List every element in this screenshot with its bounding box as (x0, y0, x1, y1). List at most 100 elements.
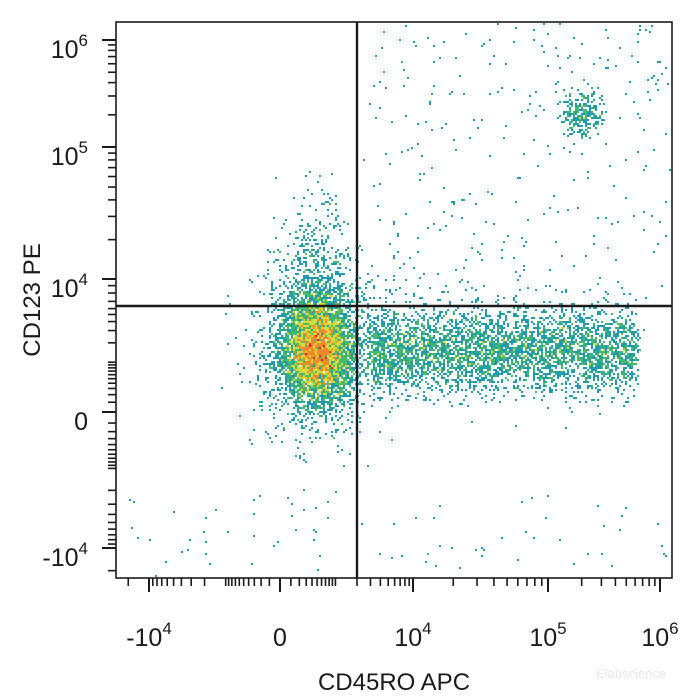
event-dot (561, 357, 563, 359)
event-dot (555, 343, 557, 345)
event-dot (511, 355, 513, 357)
event-dot (547, 361, 549, 363)
event-dot (415, 375, 417, 377)
event-dot (497, 351, 499, 353)
event-dot (339, 391, 341, 393)
event-dot (343, 465, 345, 467)
event-dot (615, 353, 617, 355)
event-dot (395, 355, 397, 357)
event-dot (425, 363, 427, 365)
event-dot (303, 335, 305, 337)
event-dot (571, 335, 573, 337)
event-dot (499, 327, 501, 329)
event-dot (525, 367, 527, 369)
event-dot (461, 403, 463, 405)
event-dot (315, 349, 317, 351)
event-dot (609, 347, 611, 349)
event-dot (329, 387, 331, 389)
event-dot (313, 283, 315, 285)
event-dot (309, 301, 311, 303)
event-dot (521, 353, 523, 355)
event-dot (307, 353, 309, 355)
event-dot (487, 379, 489, 381)
event-dot (573, 335, 575, 337)
event-dot (341, 415, 343, 417)
event-dot (413, 357, 415, 359)
event-dot (311, 299, 313, 301)
event-dot (333, 359, 335, 361)
event-dot (375, 351, 377, 353)
event-dot (425, 303, 427, 305)
event-dot (341, 317, 343, 319)
event-dot (379, 357, 381, 359)
event-dot (523, 337, 525, 339)
event-dot (345, 393, 347, 395)
event-dot (471, 363, 473, 365)
event-dot (325, 351, 327, 353)
event-dot (625, 361, 627, 363)
event-dot (343, 339, 345, 341)
event-dot (311, 375, 313, 377)
event-dot (411, 351, 413, 353)
event-dot (571, 339, 573, 341)
event-dot (601, 309, 603, 311)
event-dot (571, 349, 573, 351)
event-dot (343, 319, 345, 321)
event-dot (563, 371, 565, 373)
event-dot (513, 327, 515, 329)
event-dot (291, 291, 293, 293)
event-dot (437, 375, 439, 377)
event-dot (373, 375, 375, 377)
event-dot (269, 395, 271, 397)
event-dot (303, 343, 305, 345)
event-dot (411, 369, 413, 371)
event-dot (627, 345, 629, 347)
event-dot (551, 389, 553, 391)
event-dot (591, 303, 593, 305)
event-dot (325, 347, 327, 349)
event-dot (609, 361, 611, 363)
event-dot (465, 351, 467, 353)
event-dot (423, 353, 425, 355)
event-dot (291, 351, 293, 353)
event-dot (601, 345, 603, 347)
event-dot (291, 317, 293, 319)
event-dot (277, 317, 279, 319)
event-dot (351, 299, 353, 301)
event-dot (293, 393, 295, 395)
event-dot (293, 407, 295, 409)
event-dot (349, 427, 351, 429)
event-dot (603, 371, 605, 373)
event-dot (567, 321, 569, 323)
event-dot (505, 353, 507, 355)
event-dot (285, 399, 287, 401)
event-dot (407, 347, 409, 349)
event-dot (625, 355, 627, 357)
event-dot (485, 377, 487, 379)
event-dot (589, 359, 591, 361)
event-dot (359, 431, 361, 433)
event-dot (595, 369, 597, 371)
event-dot (439, 347, 441, 349)
event-dot (629, 379, 631, 381)
event-dot (297, 289, 299, 291)
event-dot (353, 359, 355, 361)
event-dot (399, 347, 401, 349)
event-dot (283, 327, 285, 329)
event-dot (609, 335, 611, 337)
event-dot (315, 407, 317, 409)
event-dot (279, 363, 281, 365)
event-dot (495, 347, 497, 349)
event-dot (315, 327, 317, 329)
event-dot (291, 379, 293, 381)
event-dot (299, 457, 301, 459)
event-dot (485, 357, 487, 359)
event-dot (297, 311, 299, 313)
event-dot (305, 325, 307, 327)
event-dot (315, 307, 317, 309)
event-dot (395, 317, 397, 319)
event-dot (383, 313, 385, 315)
event-dot (305, 347, 307, 349)
event-dot (305, 377, 307, 379)
event-dot (611, 377, 613, 379)
